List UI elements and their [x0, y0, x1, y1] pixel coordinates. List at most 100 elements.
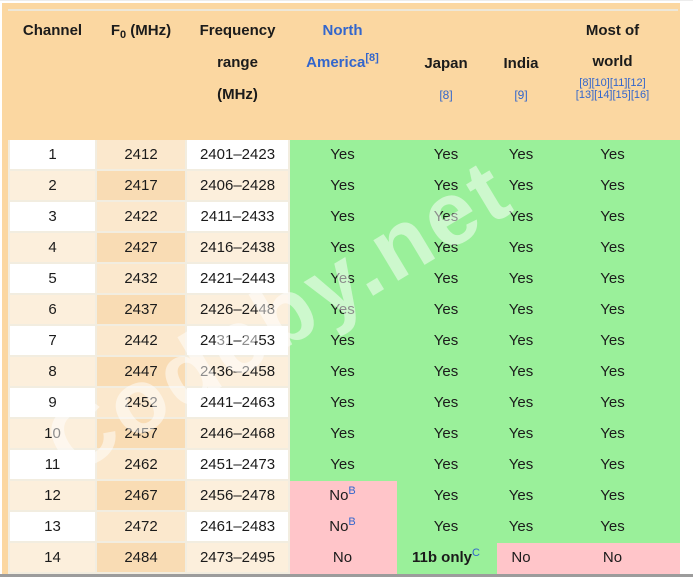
region-value: Yes	[508, 269, 534, 287]
region-value: Yes	[433, 393, 459, 411]
region-value: Yes	[508, 455, 534, 473]
range-cell: 2441–2463	[185, 386, 290, 419]
region-cell: Yes	[495, 262, 547, 295]
region-cell: Yes	[395, 510, 497, 543]
f0-cell: 2452	[95, 386, 187, 419]
channel-cell: 6	[8, 293, 97, 326]
header-channel: Channel	[8, 11, 97, 140]
channel-cell: 1	[8, 138, 97, 171]
region-value: 11b only	[412, 548, 473, 566]
table-row: 1 2412 2401–2423 Yes Yes Yes Yes	[8, 138, 680, 171]
region-cell: NoB	[288, 510, 397, 543]
region-value: Yes	[433, 207, 459, 225]
region-cell: Yes	[288, 169, 397, 202]
note-link[interactable]: B	[348, 515, 356, 528]
region-cell: Yes	[495, 355, 547, 388]
region-value: Yes	[600, 207, 625, 225]
table-top-rule	[8, 9, 678, 11]
region-cell: Yes	[495, 417, 547, 450]
region-value: Yes	[330, 269, 355, 287]
north-america-link[interactable]: North America[8]	[306, 22, 379, 71]
channel-cell: 12	[8, 479, 97, 512]
region-value: No	[329, 486, 349, 504]
region-cell: Yes	[288, 386, 397, 419]
header-channel-label: Channel	[22, 22, 83, 39]
range-cell: 2446–2468	[185, 417, 290, 450]
region-cell: Yes	[395, 355, 497, 388]
table-row: 4 2427 2416–2438 Yes Yes Yes Yes	[8, 231, 680, 264]
f0-cell: 2427	[95, 231, 187, 264]
table-header: Channel F0 (MHz) Frequency range (MHz) N…	[8, 11, 680, 140]
header-f0-label: F0 (MHz)	[110, 22, 172, 41]
region-cell: Yes	[545, 293, 680, 326]
region-value: Yes	[330, 300, 355, 318]
region-value: Yes	[330, 455, 355, 473]
region-cell: Yes	[395, 138, 497, 171]
table-row: 3 2422 2411–2433 Yes Yes Yes Yes	[8, 200, 680, 233]
f0-cell: 2432	[95, 262, 187, 295]
range-cell: 2426–2448	[185, 293, 290, 326]
range-cell: 2401–2423	[185, 138, 290, 171]
region-cell: Yes	[545, 231, 680, 264]
channel-cell: 9	[8, 386, 97, 419]
region-cell: NoB	[288, 479, 397, 512]
channel-cell: 13	[8, 510, 97, 543]
f0-cell: 2417	[95, 169, 187, 202]
range-cell: 2461–2483	[185, 510, 290, 543]
header-india: India [9]	[495, 11, 547, 140]
range-cell: 2416–2438	[185, 231, 290, 264]
region-value: Yes	[600, 486, 625, 504]
f0-cell: 2467	[95, 479, 187, 512]
header-india-label: India	[503, 55, 539, 72]
japan-ref-link[interactable]: [8]	[439, 88, 453, 102]
region-cell: Yes	[395, 324, 497, 357]
table-row: 13 2472 2461–2483 NoB Yes Yes Yes	[8, 510, 680, 543]
region-cell: Yes	[495, 324, 547, 357]
f0-cell: 2484	[95, 541, 187, 574]
table-frame: Channel F0 (MHz) Frequency range (MHz) N…	[2, 3, 680, 574]
region-value: Yes	[433, 269, 459, 287]
range-cell: 2406–2428	[185, 169, 290, 202]
region-value: Yes	[508, 238, 534, 256]
region-value: No	[511, 548, 531, 566]
table-row: 12 2467 2456–2478 NoB Yes Yes Yes	[8, 479, 680, 512]
region-cell: Yes	[545, 417, 680, 450]
note-link[interactable]: B	[348, 484, 356, 497]
f0-cell: 2412	[95, 138, 187, 171]
note-link[interactable]: C	[472, 546, 480, 559]
region-cell: Yes	[288, 355, 397, 388]
region-value: Yes	[433, 145, 459, 163]
region-value: Yes	[600, 455, 625, 473]
region-cell: Yes	[495, 169, 547, 202]
region-cell: Yes	[288, 200, 397, 233]
region-value: Yes	[330, 238, 355, 256]
region-value: Yes	[433, 300, 459, 318]
region-value: Yes	[330, 393, 355, 411]
header-row: Channel F0 (MHz) Frequency range (MHz) N…	[8, 11, 680, 140]
region-cell: Yes	[545, 479, 680, 512]
region-cell: Yes	[545, 355, 680, 388]
wifi-channels-table: Channel F0 (MHz) Frequency range (MHz) N…	[8, 11, 680, 574]
region-cell: Yes	[495, 138, 547, 171]
india-ref-link[interactable]: [9]	[514, 88, 528, 102]
region-cell: Yes	[288, 324, 397, 357]
region-value: Yes	[508, 424, 534, 442]
region-value: Yes	[600, 517, 625, 535]
most-of-world-refs-link-1[interactable]: [8][10][11][12]	[579, 77, 646, 89]
region-value: Yes	[600, 362, 625, 380]
region-value: Yes	[330, 424, 355, 442]
region-value: Yes	[330, 362, 355, 380]
region-cell: Yes	[495, 386, 547, 419]
region-value: Yes	[433, 424, 459, 442]
most-of-world-refs-link-2[interactable]: [13][14][15][16]	[575, 89, 650, 101]
region-cell: Yes	[395, 479, 497, 512]
north-america-ref-link[interactable]: [8]	[365, 52, 379, 64]
region-value: No	[602, 548, 623, 566]
region-value: Yes	[600, 269, 625, 287]
header-japan: Japan [8]	[395, 11, 497, 140]
table-row: 8 2447 2436–2458 Yes Yes Yes Yes	[8, 355, 680, 388]
region-cell: Yes	[395, 169, 497, 202]
region-cell: Yes	[395, 262, 497, 295]
region-cell: Yes	[395, 448, 497, 481]
